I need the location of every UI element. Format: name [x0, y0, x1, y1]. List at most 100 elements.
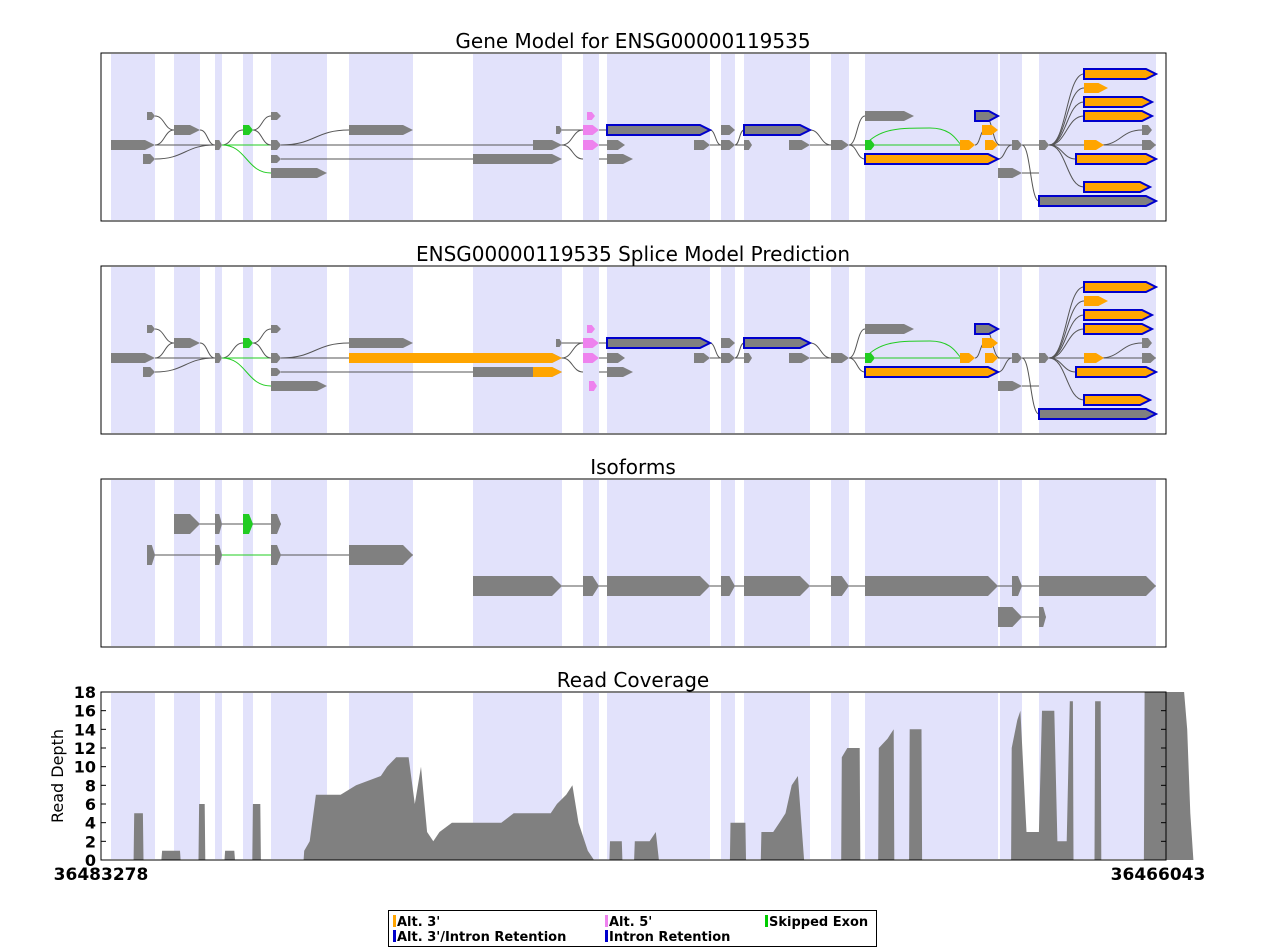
splice-edge	[154, 342, 175, 359]
splice-node	[865, 353, 875, 363]
exon-band	[607, 693, 710, 859]
exon-band	[744, 267, 810, 433]
y-tick-label: 14	[74, 720, 96, 739]
splice-node	[556, 126, 562, 134]
splice-node	[1038, 195, 1159, 207]
splice-edge	[199, 129, 216, 146]
exon-bands	[111, 480, 1156, 646]
exon-band	[1000, 480, 1022, 646]
splice-edge	[997, 144, 1013, 160]
exon-bands	[111, 267, 1156, 433]
splice-edge	[561, 129, 584, 146]
exon-band	[831, 480, 849, 646]
splice-node	[215, 140, 222, 150]
splice-node	[533, 140, 562, 150]
splice-edge	[561, 357, 584, 373]
splice-node	[1083, 323, 1155, 335]
splice-model-panel: ENSG00000119535 Splice Model Prediction	[100, 242, 1167, 435]
legend-label: Intron Retention	[609, 930, 731, 945]
gene-model-frame	[100, 52, 1167, 222]
exon-band	[271, 480, 327, 646]
splice-model-graph	[111, 281, 1159, 420]
splice-node	[960, 353, 975, 363]
splice-node	[831, 140, 849, 150]
splice-edge	[154, 144, 216, 160]
isoforms-frame	[100, 478, 1167, 648]
splice-node	[1083, 96, 1155, 108]
gene-model-title: Gene Model for ENSG00000119535	[455, 29, 810, 53]
exon-band	[721, 267, 735, 433]
exon-band	[174, 480, 200, 646]
splice-node	[721, 125, 735, 135]
exon-band	[744, 480, 810, 646]
splice-edge	[1048, 328, 1085, 359]
splice-node	[1012, 353, 1022, 363]
splice-edge	[221, 357, 272, 387]
splice-edge	[154, 115, 175, 131]
splice-node	[743, 337, 813, 349]
gene-model-graph	[111, 68, 1159, 207]
splice-node	[587, 325, 595, 333]
splice-node	[865, 576, 998, 596]
splice-node	[1142, 338, 1152, 348]
splice-node	[556, 339, 562, 347]
splice-node	[985, 140, 998, 150]
splice-node	[271, 140, 281, 150]
splice-node	[143, 154, 155, 164]
splice-node	[865, 324, 914, 334]
splice-node	[1039, 607, 1046, 627]
splice-node	[583, 125, 599, 135]
splice-node	[607, 353, 625, 363]
exon-band	[473, 54, 562, 220]
exon-band	[721, 480, 735, 646]
splice-node	[215, 514, 222, 534]
gene-model-panel: Gene Model for ENSG00000119535	[100, 29, 1167, 222]
splice-node	[1039, 353, 1049, 363]
legend-item-intron-retention: Intron Retention	[605, 930, 730, 945]
splice-node	[974, 323, 1001, 335]
splice-edge	[1048, 101, 1085, 146]
legend-swatch	[605, 915, 608, 927]
exon-band	[607, 54, 710, 220]
splice-node	[271, 168, 327, 178]
exon-band	[744, 54, 810, 220]
splice-node	[1075, 366, 1159, 378]
splice-node	[473, 576, 562, 596]
splice-node	[831, 353, 849, 363]
exon-band	[607, 480, 710, 646]
splice-edge	[252, 115, 272, 131]
splice-node	[174, 125, 200, 135]
exon-band	[243, 267, 253, 433]
exon-band	[111, 693, 155, 859]
splice-edge	[199, 342, 216, 359]
splice-node	[694, 353, 710, 363]
isoforms-panel: Isoforms	[100, 455, 1167, 648]
splice-edge	[252, 342, 272, 359]
exon-band	[111, 54, 155, 220]
splice-node	[607, 140, 625, 150]
exon-band	[215, 267, 222, 433]
splice-node	[1039, 140, 1049, 150]
splice-node	[1084, 83, 1108, 93]
splice-node	[349, 338, 413, 348]
splice-edge	[848, 115, 866, 146]
exon-band	[174, 54, 200, 220]
splice-edge	[997, 357, 1013, 373]
splice-node	[1142, 353, 1156, 363]
exon-band	[831, 54, 849, 220]
exon-band	[473, 480, 562, 646]
splice-node	[982, 338, 998, 348]
legend-label: Alt. 5'	[609, 915, 653, 930]
splice-node	[721, 338, 735, 348]
splice-node	[271, 112, 281, 120]
legend-label: Alt. 3'	[397, 915, 441, 930]
splice-node	[998, 607, 1022, 627]
legend-swatch	[393, 930, 396, 942]
isoform-tracks	[147, 514, 1156, 627]
splice-node	[349, 125, 413, 135]
splice-edge	[221, 129, 244, 146]
exon-band	[215, 693, 222, 859]
